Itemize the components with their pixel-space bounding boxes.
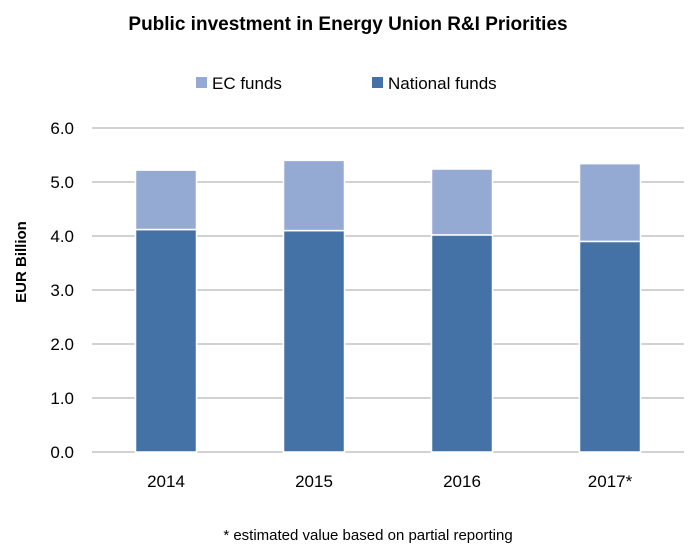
bars — [134, 159, 642, 453]
x-tick-label: 2014 — [147, 472, 185, 491]
y-tick-label: 1.0 — [50, 389, 74, 408]
bar-ec-funds-2015 — [282, 159, 346, 232]
legend: EC funds National funds — [196, 74, 497, 93]
y-axis-label: EUR Billion — [13, 221, 30, 303]
bar-ec-funds-2017 — [578, 162, 642, 243]
legend-swatch-ec-funds — [196, 77, 207, 88]
y-axis-ticks: 0.0 1.0 2.0 3.0 4.0 5.0 6.0 — [50, 119, 74, 462]
footnote: * estimated value based on partial repor… — [223, 527, 512, 544]
x-tick-label: 2017* — [588, 472, 633, 491]
y-tick-label: 3.0 — [50, 281, 74, 300]
chart-title: Public investment in Energy Union R&I Pr… — [128, 14, 567, 35]
y-tick-label: 4.0 — [50, 227, 74, 246]
y-tick-label: 0.0 — [50, 443, 74, 462]
bar-national-funds-2016 — [430, 234, 494, 453]
bar-ec-funds-2016 — [430, 168, 494, 236]
legend-label: EC funds — [212, 74, 282, 93]
legend-label: National funds — [388, 74, 497, 93]
y-tick-label: 2.0 — [50, 335, 74, 354]
x-axis-ticks: 2014 2015 2016 2017* — [147, 472, 633, 491]
bar-ec-funds-2014 — [134, 169, 198, 231]
legend-swatch-national-funds — [372, 77, 383, 88]
bar-national-funds-2014 — [134, 228, 198, 453]
x-tick-label: 2015 — [295, 472, 333, 491]
bar-national-funds-2017 — [578, 240, 642, 453]
y-tick-label: 5.0 — [50, 173, 74, 192]
x-tick-label: 2016 — [443, 472, 481, 491]
bar-national-funds-2015 — [282, 229, 346, 453]
y-tick-label: 6.0 — [50, 119, 74, 138]
